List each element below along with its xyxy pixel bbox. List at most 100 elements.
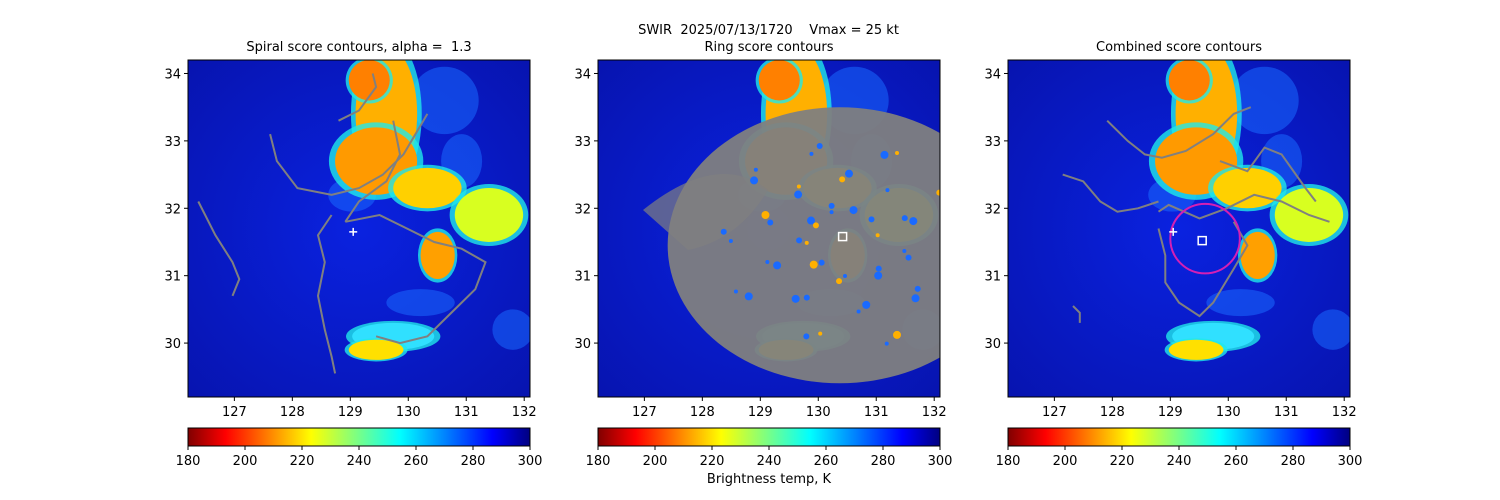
ring-contour-mass: [667, 107, 940, 384]
x-tick-label: 132: [512, 405, 537, 420]
x-tick-label: 130: [396, 405, 421, 420]
spiral-contour: [197, 201, 241, 297]
heatmap-warm-region: [386, 289, 455, 317]
y-tick-label: 30: [984, 337, 1001, 352]
panel-1: 127 128 129 130 131 132 30 31 32 33 34 180 200 220 240…: [574, 59, 968, 469]
spiral-contour: [338, 73, 378, 122]
ring-contour-hole: [839, 176, 846, 183]
y-tick-label: 30: [574, 337, 591, 352]
colorbar-tick-label: 180: [996, 454, 1021, 469]
x-tick-label: 130: [806, 405, 831, 420]
colorbar: [597, 427, 941, 447]
ring-contour-hole: [803, 294, 810, 301]
heatmap-cloud-core: [1168, 339, 1224, 360]
ring-contour-hole: [868, 216, 875, 223]
ring-contour-hole: [767, 219, 774, 226]
panel-title-ring: Ring score contours: [704, 40, 834, 55]
spiral-contour: [269, 113, 429, 196]
ring-contour-hole: [809, 151, 814, 156]
colorbar-tick-label: 300: [518, 454, 543, 469]
colorbar: [1007, 427, 1351, 447]
ring-contour-hole: [818, 259, 825, 266]
ring-contour-hole: [807, 216, 816, 225]
ring-contour-hole: [875, 265, 882, 272]
ring-contour-hole: [733, 289, 738, 294]
ring-contour-hole: [941, 237, 949, 245]
ring-contour-hole: [809, 260, 818, 269]
heatmap-warm-region: [1206, 289, 1275, 317]
colorbar-tick-label: 180: [176, 454, 201, 469]
colorbar-tick-label: 180: [586, 454, 611, 469]
heatmap-warm-region: [410, 66, 479, 135]
colorbar-tick-label: 220: [290, 454, 315, 469]
ring-contour-hole: [895, 151, 900, 156]
ring-contour-hole: [902, 248, 907, 253]
y-tick-label: 34: [164, 67, 181, 82]
first-guess-plus-marker: [349, 227, 358, 236]
heatmap-cloud-core: [348, 339, 404, 360]
ring-contour-hole: [796, 237, 803, 244]
colorbar-tick-label: 260: [814, 454, 839, 469]
axes-frame: [187, 59, 531, 398]
ring-contour-hole: [947, 151, 951, 155]
ring-contour-hole: [905, 254, 912, 261]
y-tick-label: 33: [164, 135, 181, 150]
x-tick-label: 132: [1332, 405, 1357, 420]
ring-contour-hole: [893, 330, 902, 339]
colorbar-tick-label: 240: [757, 454, 782, 469]
x-tick-label: 128: [690, 405, 715, 420]
heatmap-warm-region: [1230, 66, 1299, 135]
x-tick-label: 129: [748, 405, 773, 420]
axes-frame: [597, 59, 941, 398]
ring-contour-hole: [875, 233, 880, 238]
plot-area: [598, 60, 968, 397]
x-tick-label: 127: [632, 405, 657, 420]
colorbar-tick-label: 240: [347, 454, 372, 469]
ring-contour-hole: [812, 222, 819, 229]
axes-frame: [1007, 59, 1351, 398]
y-tick-label: 34: [984, 67, 1001, 82]
heatmap-cloud-core: [1168, 60, 1210, 101]
x-tick-label: 127: [222, 405, 247, 420]
colorbar-tick-label: 260: [1224, 454, 1249, 469]
figure-suptitle: SWIR 2025/07/13/1720 Vmax = 25 kt: [638, 23, 899, 38]
ring-contour-hole: [884, 341, 889, 346]
combined-contour: [1157, 221, 1249, 318]
spiral-contour: [316, 214, 337, 374]
heatmap-cloud-core: [420, 231, 455, 280]
x-tick-label: 127: [1042, 405, 1067, 420]
panel-2: 127 128 129 130 131 132 30 31 32 33 34 180 200 220 240…: [984, 59, 1362, 469]
ring-contour-hole: [845, 169, 854, 178]
spiral-contour: [344, 120, 402, 223]
ring-contour-hole: [909, 217, 918, 226]
ring-contour-hole: [816, 143, 823, 150]
ring-contour-hole: [804, 240, 809, 245]
center-radius-circle: [1169, 202, 1241, 275]
ring-contour-hole: [744, 292, 753, 301]
combined-contour: [1157, 193, 1330, 223]
panel-title-spiral: Spiral score contours, alpha = 1.3: [246, 40, 472, 55]
ring-contour-hole: [828, 202, 835, 209]
ring-contour-hole: [750, 176, 759, 185]
y-tick-label: 31: [574, 270, 591, 285]
ring-contour-hole: [856, 309, 861, 314]
ring-contour-hole: [794, 190, 803, 199]
ring-contour-hole: [962, 296, 968, 302]
colorbar-tick-label: 260: [404, 454, 429, 469]
first-guess-plus-marker: [1169, 227, 1178, 236]
y-tick-label: 33: [984, 135, 1001, 150]
x-tick-label: 131: [454, 405, 479, 420]
combined-contour: [1219, 146, 1317, 203]
ring-contour-hole: [818, 331, 823, 336]
spiral-contour: [345, 213, 487, 345]
best-center-square-marker: [1197, 235, 1207, 246]
heatmap-cloud-core: [393, 167, 462, 209]
combined-contour: [1072, 305, 1081, 323]
x-tick-label: 129: [338, 405, 363, 420]
heatmap-cloud-core: [454, 188, 524, 242]
x-tick-label: 128: [1100, 405, 1125, 420]
colorbar-tick-label: 200: [1053, 454, 1078, 469]
ring-contour-hole: [720, 228, 727, 235]
ring-contour-hole: [849, 206, 858, 215]
